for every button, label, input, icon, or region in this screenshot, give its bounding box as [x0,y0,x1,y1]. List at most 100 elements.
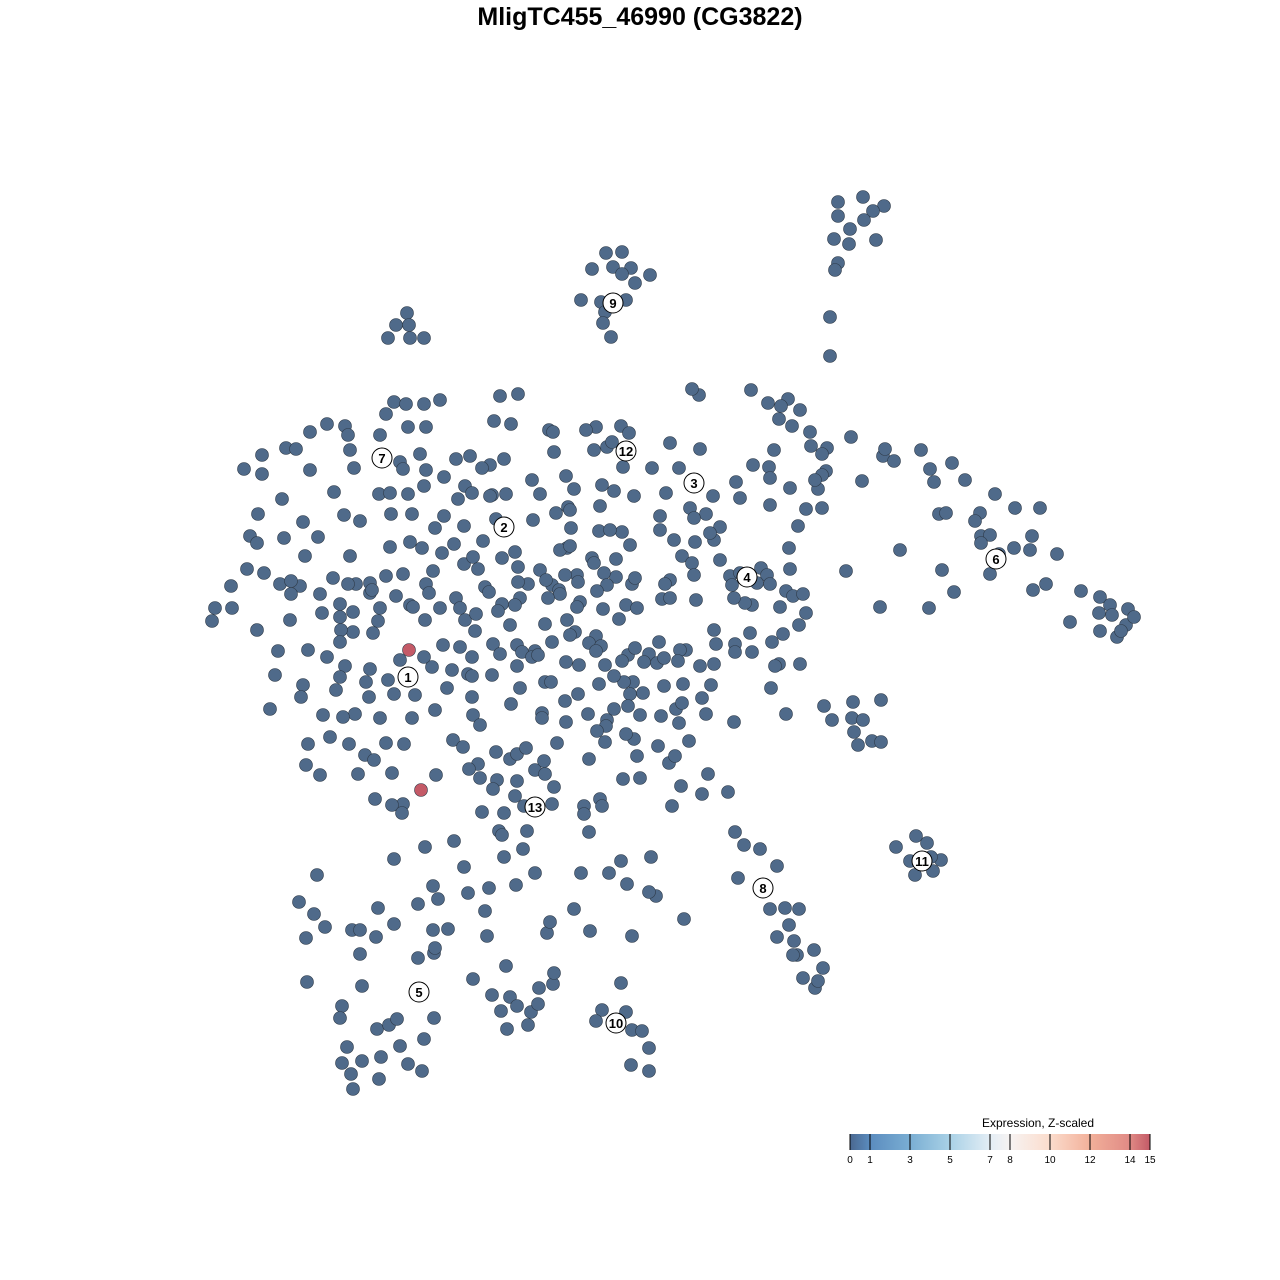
cluster-label-8: 8 [752,877,774,899]
data-point [445,663,459,677]
data-point [428,521,442,535]
data-point [419,463,433,477]
data-point [699,707,713,721]
data-point [675,696,689,710]
data-point [628,571,642,585]
data-point [844,430,858,444]
data-point [333,1011,347,1025]
data-point [768,659,782,673]
data-point [387,687,401,701]
data-point [672,716,686,730]
data-point [457,519,471,533]
data-point [347,461,361,475]
data-point [567,482,581,496]
data-point [373,428,387,442]
data-point [713,520,727,534]
data-point [284,574,298,588]
data-point [205,614,219,628]
data-point [465,690,479,704]
data-point [633,771,647,785]
data-point [685,382,699,396]
data-point [417,1032,431,1046]
data-point [543,915,557,929]
data-point [405,507,419,521]
data-point [546,425,560,439]
cluster-label-11: 11 [911,850,933,872]
data-point [255,448,269,462]
data-point [365,583,379,597]
data-point [1025,529,1039,543]
cluster-label-text: 10 [609,1016,623,1031]
cluster-label-text: 3 [690,476,697,491]
data-point [602,866,616,880]
data-point [368,792,382,806]
data-point [508,789,522,803]
data-point [804,439,818,453]
data-point [744,383,758,397]
data-point [307,907,321,921]
data-point [353,514,367,528]
data-point [596,316,610,330]
data-point [587,443,601,457]
data-point [381,673,395,687]
data-point [453,601,467,615]
data-point [545,797,559,811]
data-point [620,877,634,891]
data-point [395,806,409,820]
data-point [665,799,679,813]
data-point [887,454,901,468]
data-point [842,237,856,251]
data-point [614,854,628,868]
data-point [296,515,310,529]
data-point [920,836,934,850]
data-point [320,650,334,664]
data-point [493,647,507,661]
data-point [497,806,511,820]
data-point [367,753,381,767]
data-point [914,443,928,457]
data-point [257,566,271,580]
data-point [733,491,747,505]
data-point [983,528,997,542]
data-point [271,644,285,658]
data-point [589,644,603,658]
data-point [770,930,784,944]
data-point [508,545,522,559]
data-point [399,397,413,411]
data-point [483,489,497,503]
data-point [471,562,485,576]
data-point [624,1058,638,1072]
data-point [393,1039,407,1053]
data-point [418,840,432,854]
high-expression-point [414,783,428,797]
data-point [727,715,741,729]
data-point [415,1064,429,1078]
data-point [251,507,265,521]
data-point [652,635,666,649]
data-point [351,767,365,781]
data-point [516,842,530,856]
data-point [1033,501,1047,515]
data-point [675,549,689,563]
data-point [787,934,801,948]
data-point [499,487,513,501]
data-point [348,707,362,721]
legend-tick-label: 12 [1084,1155,1096,1166]
data-point [606,260,620,274]
data-point [721,785,735,799]
data-point [521,1018,535,1032]
data-point [547,445,561,459]
data-point [510,659,524,673]
data-point [537,754,551,768]
data-point [457,860,471,874]
data-point [609,570,623,584]
data-point [531,648,545,662]
data-point [478,904,492,918]
data-point [366,626,380,640]
legend-tick-label: 0 [847,1155,853,1166]
data-point [466,550,480,564]
data-point [674,779,688,793]
data-point [465,486,479,500]
data-point [402,318,416,332]
data-point [383,540,397,554]
